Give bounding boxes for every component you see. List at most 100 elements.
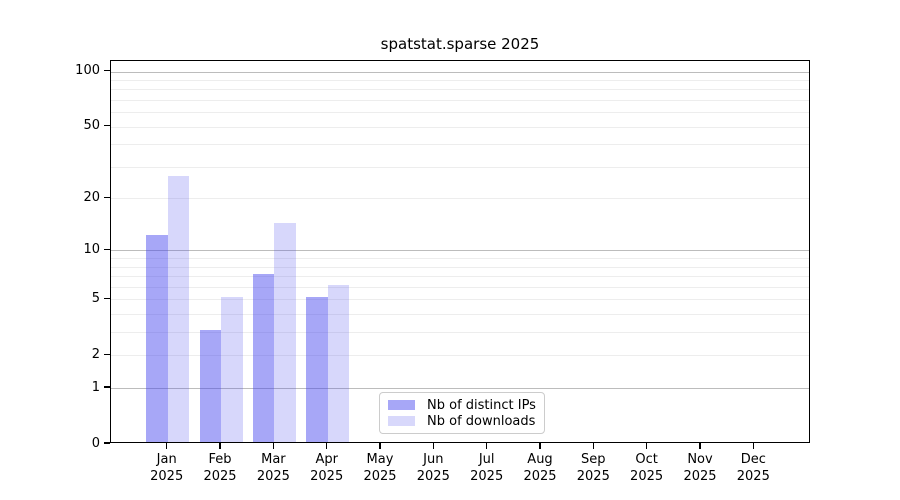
x-tick-label-may: May 2025 [349,451,411,485]
plot-area [110,60,810,443]
minor-gridline [111,299,809,301]
x-tick-mark [539,443,541,449]
month-label: Nov [687,452,713,467]
x-tick-mark [432,443,434,449]
x-tick-mark [752,443,754,449]
year-label: 2025 [416,469,450,484]
bar-distinct-ips-feb [199,330,221,442]
minor-gridline [111,89,809,91]
bar-distinct-ips-jan [146,235,168,442]
month-label: Sep [581,452,606,467]
legend-item-downloads: Nb of downloads [388,413,536,429]
bar-downloads-mar [274,223,296,442]
month-label: Oct [635,452,658,467]
minor-gridline [111,198,809,200]
minor-gridline [111,166,809,168]
minor-gridline [111,332,809,334]
x-tick-mark [272,443,275,449]
year-label: 2025 [150,469,184,484]
x-tick-mark [166,443,168,449]
legend-label: Nb of downloads [427,413,536,429]
y-tick-mark [104,69,110,72]
legend-swatch [388,400,415,410]
year-label: 2025 [736,469,770,484]
y-tick-mark [104,353,110,355]
y-tick-label: 20 [83,189,100,205]
year-label: 2025 [630,469,664,484]
y-tick-mark [104,442,110,444]
bar-distinct-ips-apr [306,297,328,442]
bar-downloads-jan [167,176,190,442]
year-label: 2025 [310,469,344,484]
y-tick-mark [104,297,110,300]
minor-gridline [111,286,809,288]
year-label: 2025 [523,469,557,484]
x-tick-label-jun: Jun 2025 [402,451,464,485]
month-label: Jun [423,452,444,467]
chart-title: spatstat.sparse 2025 [380,35,540,53]
x-tick-label-feb: Feb 2025 [189,451,251,485]
x-tick-label-nov: Nov 2025 [669,451,731,485]
minor-gridline [111,266,809,268]
year-label: 2025 [363,469,397,484]
month-label: Jul [478,452,495,467]
year-label: 2025 [576,469,610,484]
bar-downloads-apr [327,284,350,442]
major-gridline [111,250,809,252]
y-tick-label: 0 [91,435,100,451]
month-label: Jan [156,452,177,467]
x-tick-mark [645,443,648,449]
x-tick-label-aug: Aug 2025 [509,451,571,485]
minor-gridline [111,144,809,146]
x-tick-label-oct: Oct 2025 [616,451,678,485]
minor-gridline [111,79,809,81]
x-tick-label-mar: Mar 2025 [242,451,304,485]
month-label: Aug [527,452,553,467]
legend-label: Nb of distinct IPs [427,397,536,413]
year-label: 2025 [203,469,237,484]
minor-gridline [111,126,809,128]
year-label: 2025 [256,469,290,484]
y-tick-mark [104,386,110,388]
month-label: Feb [208,452,232,467]
year-label: 2025 [683,469,717,484]
bar-distinct-ips-mar [252,274,275,442]
minor-gridline [111,112,809,114]
major-gridline [111,388,809,390]
y-tick-label: 50 [83,118,100,134]
month-label: Dec [740,452,766,467]
month-label: Mar [261,452,286,467]
y-tick-mark [104,124,110,127]
minor-gridline [111,314,809,316]
x-tick-mark [486,443,488,449]
x-tick-label-sep: Sep 2025 [562,451,624,485]
y-tick-label: 100 [75,63,100,78]
bar-downloads-feb [221,297,243,442]
x-tick-label-apr: Apr 2025 [296,451,358,485]
x-tick-mark [219,443,221,449]
x-tick-mark [326,443,328,449]
legend-swatch [388,416,415,426]
minor-gridline [111,258,809,260]
y-tick-label: 1 [91,379,100,395]
minor-gridline [111,276,809,278]
y-tick-label: 5 [91,290,100,306]
minor-gridline [111,355,809,357]
y-tick-label: 10 [83,241,100,257]
year-label: 2025 [470,469,504,484]
minor-gridline [111,99,809,101]
y-tick-mark [104,196,110,198]
legend-item-distinct-ips: Nb of distinct IPs [388,397,536,413]
legend: Nb of distinct IPs Nb of downloads [379,392,545,434]
month-label: Apr [315,452,338,467]
x-tick-label-dec: Dec 2025 [722,451,784,485]
x-tick-label-jul: Jul 2025 [456,451,518,485]
x-tick-mark [592,443,594,449]
major-gridline [111,71,809,73]
x-tick-mark [379,443,381,449]
y-tick-label: 2 [91,346,100,362]
y-tick-mark [104,248,110,251]
x-tick-mark [699,443,701,449]
month-label: May [366,452,394,467]
